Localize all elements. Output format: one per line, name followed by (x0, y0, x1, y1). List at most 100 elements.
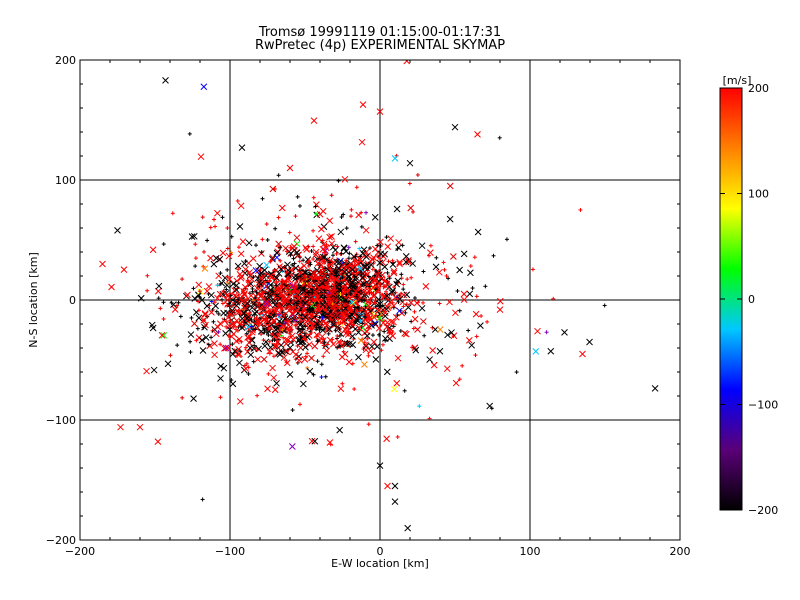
data-point (602, 303, 607, 308)
data-point (479, 313, 484, 318)
data-point (343, 340, 351, 348)
data-point (330, 337, 335, 342)
data-point (418, 304, 426, 312)
data-point (384, 482, 391, 490)
data-point (370, 333, 375, 338)
data-point (409, 275, 414, 280)
data-point (224, 287, 229, 292)
data-point (286, 164, 294, 172)
data-point (472, 310, 480, 318)
data-point (197, 153, 205, 161)
data-point (301, 258, 306, 263)
data-point (391, 285, 396, 290)
data-point (346, 256, 351, 261)
data-point (114, 227, 121, 234)
data-point (188, 350, 193, 355)
data-point (346, 245, 351, 250)
data-point (289, 443, 296, 450)
data-point (238, 144, 246, 151)
colorbar-tick-label: 200 (748, 82, 769, 95)
data-point (366, 353, 371, 358)
data-point (169, 300, 174, 305)
data-point (293, 323, 298, 328)
data-point (474, 334, 479, 339)
data-point (283, 359, 291, 367)
data-point (504, 237, 509, 242)
data-point (340, 381, 345, 386)
data-point (288, 245, 293, 250)
data-point (120, 266, 128, 273)
data-point (401, 287, 406, 292)
data-point (403, 291, 411, 299)
data-point (428, 243, 433, 248)
data-point (271, 386, 279, 394)
data-point (261, 342, 269, 350)
data-point (442, 267, 447, 272)
data-point (491, 253, 496, 258)
data-point (300, 380, 307, 388)
data-point (429, 346, 437, 354)
data-point (201, 249, 206, 254)
data-point (328, 240, 336, 248)
data-point (474, 131, 481, 138)
data-points (99, 60, 659, 532)
data-point (137, 294, 145, 302)
data-point (274, 283, 279, 288)
data-point (404, 524, 412, 532)
data-point (324, 321, 331, 328)
data-point (413, 299, 421, 307)
data-point (267, 315, 272, 320)
data-point (405, 258, 412, 266)
data-point (651, 385, 659, 392)
data-point (446, 215, 454, 223)
data-point (305, 351, 310, 356)
data-point (225, 303, 230, 308)
data-point (243, 299, 251, 307)
data-point (496, 306, 504, 313)
data-point (302, 343, 309, 351)
data-point (220, 301, 225, 306)
data-point (444, 274, 449, 279)
data-point (225, 246, 230, 251)
data-point (170, 211, 175, 216)
data-point (393, 205, 401, 213)
data-point (301, 355, 309, 363)
data-point (150, 366, 158, 374)
data-point (145, 273, 150, 278)
data-point (148, 321, 156, 329)
data-point (225, 226, 230, 231)
data-point (191, 320, 198, 327)
data-point (321, 343, 326, 348)
data-point (357, 337, 365, 344)
data-point (309, 330, 314, 335)
data-point (358, 318, 363, 323)
data-point (297, 402, 302, 407)
data-point (417, 404, 422, 409)
data-point (375, 307, 383, 314)
data-point (360, 321, 365, 326)
data-point (158, 306, 163, 311)
x-tick-label: 100 (520, 545, 541, 558)
y-axis-label: N-S location [km] (27, 252, 40, 348)
data-point (455, 288, 460, 293)
data-point (160, 332, 168, 339)
data-point (367, 300, 372, 305)
data-point (176, 300, 181, 305)
data-point (191, 286, 196, 291)
data-point (300, 262, 308, 270)
data-point (195, 281, 203, 289)
data-point (477, 322, 484, 329)
data-point (242, 363, 247, 368)
data-point (375, 271, 383, 278)
data-point (231, 292, 239, 300)
data-point (99, 260, 106, 268)
data-point (384, 289, 389, 294)
data-point (328, 233, 335, 240)
data-point (369, 321, 374, 326)
data-point (217, 362, 225, 370)
data-point (201, 265, 209, 272)
data-point (254, 355, 262, 363)
data-point (362, 226, 370, 234)
data-point (212, 302, 220, 310)
data-point (401, 330, 409, 337)
